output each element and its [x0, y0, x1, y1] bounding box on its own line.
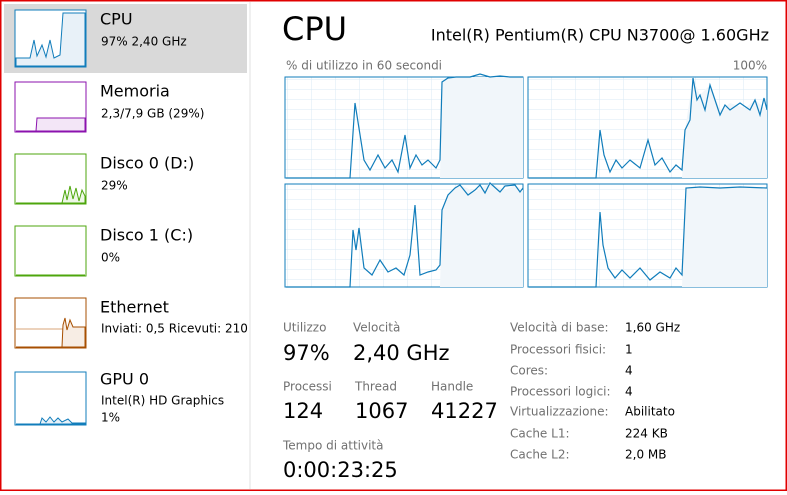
item-detail: 1% [101, 411, 120, 425]
memory-sparkline [16, 117, 86, 132]
item-title[interactable]: Disco 0 (D:) [100, 154, 194, 173]
item-title[interactable]: GPU 0 [100, 370, 149, 389]
item-title[interactable]: Memoria [100, 82, 170, 101]
stat-value: 124 [283, 399, 323, 423]
gpu-sparkline [16, 416, 86, 425]
property-value: 4 [625, 364, 633, 378]
stat-value: 1067 [355, 399, 408, 423]
item-detail: 97% 2,40 GHz [101, 35, 187, 49]
property-value: 4 [625, 385, 633, 399]
disk1-thumbnail[interactable] [14, 225, 87, 277]
property-value: 2,0 MB [625, 448, 666, 462]
stat-label: Thread [354, 380, 397, 394]
item-detail: Intel(R) HD Graphics [101, 394, 224, 408]
property-value: Abilitato [625, 405, 675, 419]
stat-label: Velocità [353, 321, 400, 335]
stat-value: 97% [283, 341, 330, 365]
stat-label: Handle [431, 380, 473, 394]
graph-max: 100% [733, 59, 767, 73]
property-label: Velocità di base: [510, 321, 609, 335]
property-label: Virtualizzazione: [510, 405, 609, 419]
item-detail: Inviati: 0,5 Ricevuti: 210 M [101, 322, 262, 336]
item-detail: 29% [101, 179, 128, 193]
stat-value: 41227 [431, 399, 498, 423]
property-label: Cache L1: [510, 427, 570, 441]
property-label: Cache L2: [510, 448, 570, 462]
property-label: Processori logici: [510, 385, 611, 399]
cpu-model: Intel(R) Pentium(R) CPU N3700@ 1.60GHz [431, 26, 769, 45]
item-title[interactable]: Ethernet [100, 298, 169, 317]
ethernet-sparkline [16, 317, 86, 348]
stat-value: 2,40 GHz [353, 341, 450, 365]
core-line [286, 73, 523, 179]
core-graphs [284, 73, 768, 288]
property-value: 224 KB [625, 427, 668, 441]
properties: Velocità di base: 1,60 GHz Processori fisi… [510, 321, 680, 462]
sidebar: CPU 97% 2,40 GHz Memoria 2,3/7,9 GB (29%… [4, 4, 262, 426]
item-detail: 0% [101, 251, 120, 265]
core-line [286, 182, 524, 288]
page-title: CPU [282, 10, 347, 48]
property-value: 1 [625, 343, 633, 357]
property-label: Processori fisici: [510, 343, 606, 357]
item-title[interactable]: CPU [100, 10, 133, 29]
graph-label: % di utilizzo in 60 secondi [286, 59, 442, 73]
cpu-sparkline [15, 12, 86, 67]
core-line [529, 77, 768, 179]
item-detail: 2,3/7,9 GB (29%) [101, 107, 204, 121]
stat-label: Processi [283, 380, 332, 394]
property-value: 1,60 GHz [625, 321, 680, 335]
item-title[interactable]: Disco 1 (C:) [100, 226, 193, 245]
stat-label: Tempo di attività [282, 439, 384, 453]
stat-label: Utilizzo [283, 321, 326, 335]
core-line [529, 186, 768, 288]
disk0-sparkline [16, 185, 86, 204]
property-label: Cores: [510, 364, 548, 378]
gpu-thumbnail[interactable] [14, 371, 87, 426]
stat-value: 0:00:23:25 [283, 458, 398, 482]
